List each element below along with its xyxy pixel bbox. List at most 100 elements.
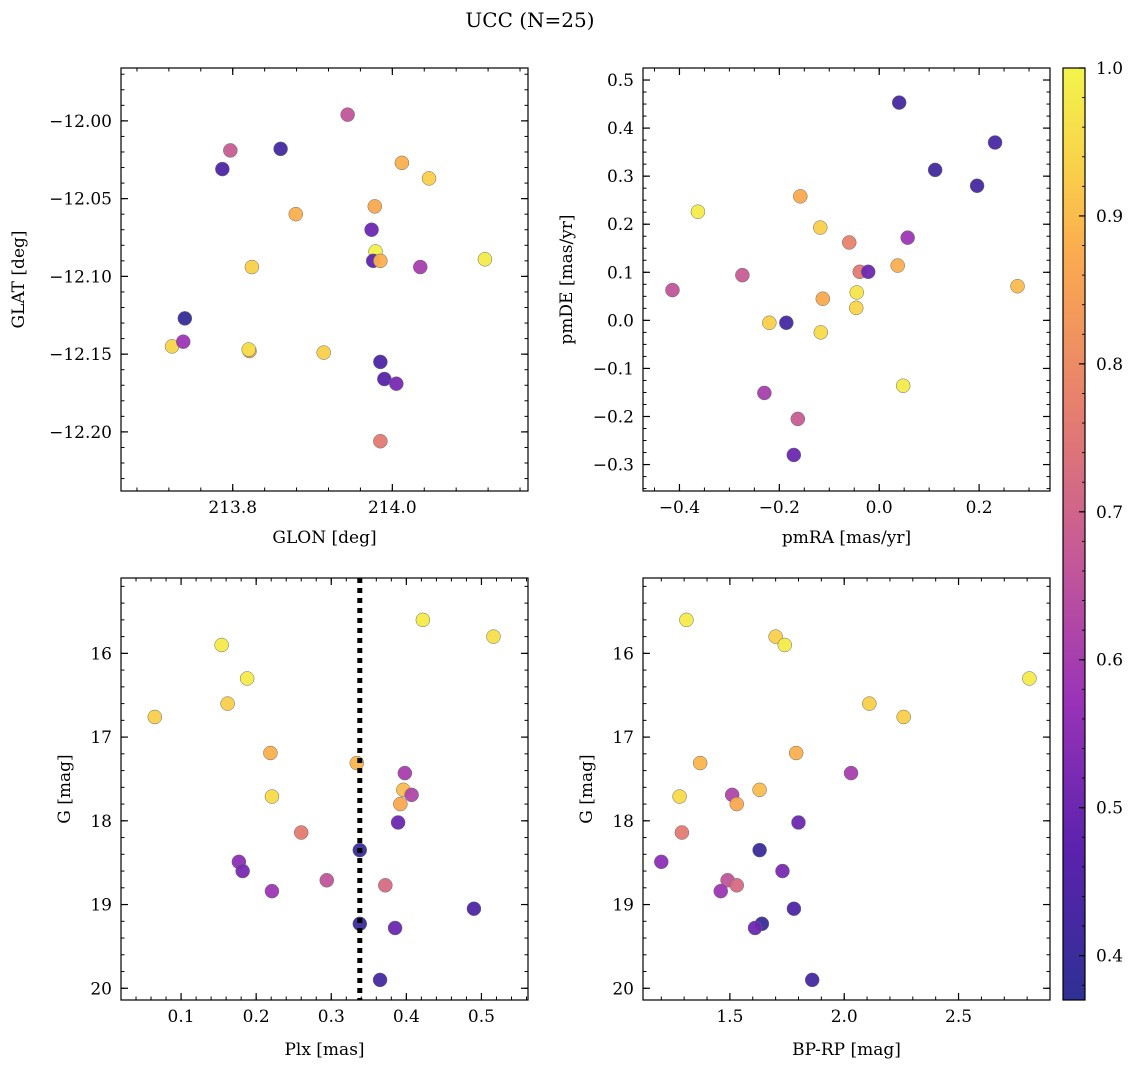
x-tick-label: 2.0: [831, 1007, 858, 1027]
y-tick-label: 16: [612, 644, 634, 664]
data-point: [477, 252, 493, 267]
data-point: [786, 901, 802, 916]
data-point: [404, 787, 419, 803]
x-tick-label: 0.2: [243, 1007, 270, 1027]
data-point: [263, 745, 278, 761]
axes-frame: [120, 577, 529, 1001]
panels: 213.8 214.0 −12.00 −12.05 −12.10 −12.15 −12.20…: [9, 67, 1051, 1060]
data-point: [367, 199, 383, 214]
data-point: [969, 178, 985, 194]
axes-frame: [120, 67, 529, 492]
data-point: [804, 972, 820, 988]
y-axis-label: GLAT [deg]: [9, 230, 29, 328]
data-point: [413, 259, 428, 275]
x-tick-label: 0.3: [318, 1007, 345, 1027]
data-point: [987, 135, 1003, 150]
data-point: [397, 765, 413, 781]
colorbar-tick-label: 0.6: [1096, 651, 1123, 671]
x-axis-label: pmRA [mas/yr]: [782, 528, 911, 548]
y-tick-label: 0.5: [607, 71, 634, 91]
data-point: [713, 883, 728, 899]
data-point: [319, 873, 335, 888]
y-axis-label: pmDE [mas/yr]: [557, 214, 577, 344]
data-point: [813, 220, 828, 235]
data-point: [813, 325, 829, 340]
panel-2: −0.4 −0.2 0.0 0.2 −0.3 −0.2 −0.1 0.0 0.1 0.2 0.3 0.…: [557, 67, 1051, 548]
data-point: [177, 311, 193, 326]
axes-frame: [642, 67, 1051, 492]
data-point: [373, 354, 388, 370]
colorbar-tick-label: 0.4: [1096, 947, 1123, 967]
colorbar-tick-label: 0.5: [1096, 799, 1123, 819]
data-point: [768, 629, 783, 644]
data-point: [815, 291, 831, 306]
y-tick-label: 19: [90, 896, 112, 916]
x-tick-label: 2.5: [945, 1007, 972, 1027]
data-point: [735, 267, 750, 283]
data-point: [273, 141, 288, 157]
y-tick-label: −12.20: [49, 423, 112, 443]
data-point: [900, 230, 915, 245]
y-tick-label: 0.0: [607, 311, 634, 331]
y-tick-label: 0.1: [607, 263, 634, 283]
y-tick-label: 18: [612, 812, 634, 832]
y-axis-label: G [mag]: [577, 754, 597, 823]
data-point: [793, 189, 808, 204]
data-point: [779, 315, 794, 331]
data-point: [674, 825, 690, 840]
x-axis-label: BP-RP [mag]: [792, 1040, 901, 1060]
data-point: [378, 878, 393, 893]
data-point: [775, 863, 790, 879]
data-point: [1010, 278, 1025, 294]
data-point: [373, 253, 388, 269]
x-axis-label: Plx [mas]: [284, 1040, 364, 1060]
data-point: [862, 696, 877, 711]
data-point: [895, 378, 911, 393]
panel-1: 213.8 214.0 −12.00 −12.05 −12.10 −12.15 −12.20…: [9, 67, 529, 548]
y-tick-label: 17: [612, 728, 634, 748]
data-point: [679, 612, 694, 628]
y-tick-label: −12.15: [49, 345, 112, 365]
data-point: [239, 671, 255, 686]
data-point: [390, 815, 406, 830]
data-point: [843, 765, 859, 781]
data-point: [690, 204, 706, 219]
data-point: [729, 878, 744, 893]
colorbar: 0.4 0.5 0.6 0.7 0.8 0.9 1.0: [1062, 59, 1123, 1001]
y-tick-label: 20: [612, 979, 634, 999]
data-point: [393, 796, 408, 812]
panel-4: 1.5 2.0 2.5 16 17 18 19 20 BP-RP [mag] G [mag]: [577, 577, 1051, 1060]
data-point: [223, 143, 238, 158]
data-point: [927, 162, 943, 178]
x-tick-label: 0.4: [393, 1007, 420, 1027]
data-point: [788, 745, 804, 761]
x-tick-label: −0.4: [659, 498, 700, 518]
y-axis-label: G [mag]: [55, 754, 75, 823]
data-point: [415, 612, 431, 628]
data-point: [891, 95, 907, 110]
data-point: [373, 433, 388, 449]
x-tick-label: −0.2: [759, 498, 800, 518]
x-axis-label: GLON [deg]: [272, 528, 376, 548]
y-tick-label: −0.2: [593, 407, 634, 427]
x-tick-label: 0.5: [468, 1007, 495, 1027]
colorbar-tick-label: 1.0: [1096, 59, 1123, 79]
y-tick-label: 0.2: [607, 215, 634, 235]
y-tick-label: −12.00: [49, 112, 112, 132]
y-tick-label: 17: [90, 728, 112, 748]
data-point: [791, 815, 806, 830]
y-tick-label: −12.05: [49, 190, 112, 210]
x-tick-label: 0.1: [168, 1007, 195, 1027]
data-point: [389, 376, 404, 391]
x-tick-label: 213.8: [208, 498, 257, 518]
data-point: [316, 345, 331, 360]
data-point: [890, 258, 905, 273]
data-point: [244, 259, 260, 275]
figure-title: UCC (N=25): [465, 8, 594, 32]
data-point: [654, 854, 669, 870]
colorbar-gradient: [1062, 67, 1086, 1001]
data-point: [364, 222, 379, 237]
data-point: [241, 342, 256, 357]
data-point: [790, 411, 806, 427]
